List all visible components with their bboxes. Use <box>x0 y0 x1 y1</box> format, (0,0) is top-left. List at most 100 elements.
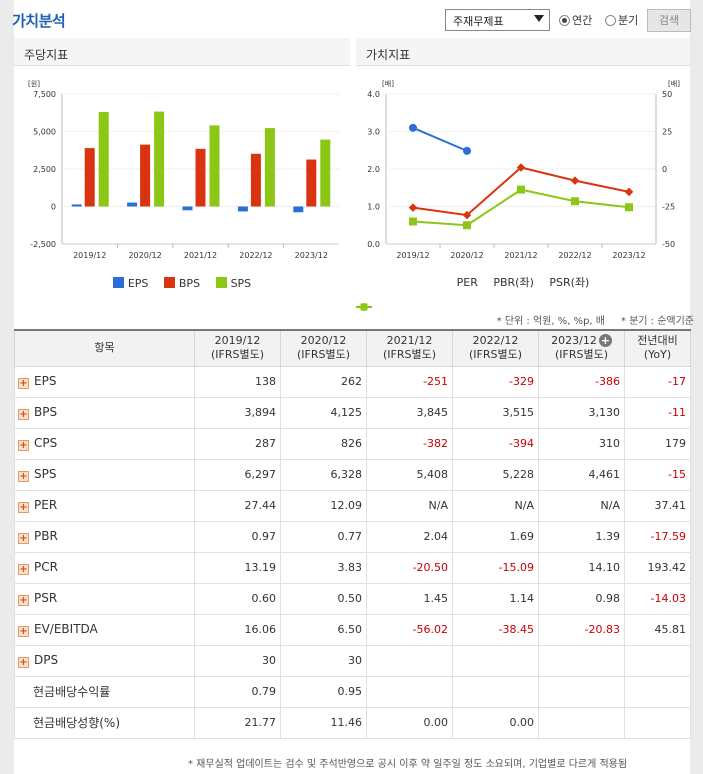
row-label-cell[interactable]: + BPS <box>14 396 195 429</box>
row-label-cell[interactable]: + CPS <box>14 427 195 460</box>
y-axis-unit-left: [배] <box>382 79 394 88</box>
expand-row-icon[interactable]: + <box>18 595 29 606</box>
y-tick-label-right: 25 <box>662 128 672 137</box>
expand-row-icon[interactable]: + <box>18 502 29 513</box>
table-cell: 27.44 <box>194 489 281 522</box>
legend-swatch-bps <box>163 277 175 288</box>
row-label: 현금배당수익률 <box>33 685 111 699</box>
bar-eps <box>293 206 304 213</box>
bar-sps <box>320 139 331 207</box>
header-bar: 가치분석 주재무제표 연간 분기 검색 <box>12 8 691 34</box>
y-tick-label-left: 0.0 <box>367 240 380 249</box>
table-cell: 6.50 <box>280 613 367 646</box>
table-cell: 0.77 <box>280 520 367 553</box>
table-cell: 138 <box>194 365 281 398</box>
table-cell <box>624 675 691 708</box>
table-cell: 14.10 <box>538 551 625 584</box>
table-cell: -20.50 <box>366 551 453 584</box>
expand-row-icon[interactable]: + <box>18 409 29 420</box>
col-year: 2021/12 <box>386 334 433 348</box>
col-year: 2019/12 <box>214 334 261 348</box>
legend-eps[interactable]: EPS <box>112 277 148 290</box>
expand-columns-icon[interactable]: + <box>598 334 612 348</box>
row-label-cell[interactable]: + SPS <box>14 458 195 491</box>
row-label-cell[interactable]: + EV/EBITDA <box>14 613 195 646</box>
x-tick-label: 2020/12 <box>128 251 161 260</box>
y-tick-label: 0 <box>51 203 56 212</box>
table-cell: 0.79 <box>194 675 281 708</box>
row-label-cell[interactable]: + PBR <box>14 520 195 553</box>
table-cell: -17.59 <box>624 520 691 553</box>
point-psr <box>625 203 633 212</box>
row-label: PBR <box>34 529 58 543</box>
per-share-panel-title: 주당지표 <box>14 38 350 66</box>
col-header-2021: 2021/12 (IFRS별도) <box>366 329 453 367</box>
legend-bps[interactable]: BPS <box>163 277 200 290</box>
table-cell: 179 <box>624 427 691 460</box>
x-tick-label: 2023/12 <box>295 251 328 260</box>
table-cell <box>366 644 453 677</box>
statement-select[interactable]: 주재무제표 <box>445 9 550 31</box>
radio-quarter[interactable]: 분기 <box>605 12 638 28</box>
row-label-cell[interactable]: + PCR <box>14 551 195 584</box>
per-share-bar-chart: [원] 7,500 5,000 2,500 0 -2,500 2019/12 2020/12 2… <box>28 79 339 260</box>
expand-row-icon[interactable]: + <box>18 378 29 389</box>
expand-row-icon[interactable]: + <box>18 564 29 575</box>
row-label-cell[interactable]: + DPS <box>14 644 195 677</box>
table-cell: 0.00 <box>366 706 453 739</box>
bar-eps <box>71 204 82 207</box>
legend-sps[interactable]: SPS <box>215 277 251 290</box>
row-label: DPS <box>34 653 59 667</box>
row-label-cell[interactable]: + PSR <box>14 582 195 615</box>
radio-checked-icon <box>559 15 570 26</box>
col-basis: (IFRS별도) <box>382 348 437 362</box>
y-tick-label: -2,500 <box>30 240 56 249</box>
row-label-cell[interactable]: + PER <box>14 489 195 522</box>
y-tick-label-right: 50 <box>662 90 672 99</box>
col-basis: (IFRS별도) <box>210 348 265 362</box>
radio-annual[interactable]: 연간 <box>559 12 592 28</box>
expand-row-icon[interactable]: + <box>18 533 29 544</box>
table-cell: -11 <box>624 396 691 429</box>
legend-pbr[interactable]: PBR(좌) <box>356 276 537 312</box>
y-axis-unit: [원] <box>28 79 40 88</box>
table-cell: 3,894 <box>194 396 281 429</box>
table-row: + EV/EBITDA 16.06 6.50 -56.02 -38.45 -20.83 45.… <box>14 613 691 646</box>
expand-row-icon[interactable]: + <box>18 471 29 482</box>
table-cell <box>624 644 691 677</box>
point-pbr <box>624 187 634 197</box>
table-row: + BPS 3,894 4,125 3,845 3,515 3,130 -11 <box>14 396 691 429</box>
radio-annual-label: 연간 <box>572 14 593 27</box>
row-label-cell[interactable]: + EPS <box>14 365 195 398</box>
x-tick-label: 2021/12 <box>184 251 217 260</box>
table-cell: 0.60 <box>194 582 281 615</box>
table-cell: 13.19 <box>194 551 281 584</box>
table-cell <box>452 675 539 708</box>
bar-sps <box>154 111 165 207</box>
table-cell: -394 <box>452 427 539 460</box>
table-cell: 0.97 <box>194 520 281 553</box>
unit-note-text: * 단위 : 억원, %, %p, 배 <box>496 316 605 327</box>
table-cell: 45.81 <box>624 613 691 646</box>
table-cell: -14.03 <box>624 582 691 615</box>
expand-row-icon[interactable]: + <box>18 626 29 637</box>
search-button[interactable]: 검색 <box>647 9 691 32</box>
table-cell: 21.77 <box>194 706 281 739</box>
table-row: + PCR 13.19 3.83 -20.50 -15.09 14.10 193.42 <box>14 551 691 584</box>
table-cell: 16.06 <box>194 613 281 646</box>
table-cell: 287 <box>194 427 281 460</box>
col-header-yoy: 전년대비 (YoY) <box>624 329 691 367</box>
col-yoy-label: 전년대비 <box>637 334 678 348</box>
value-indicator-panel-title: 가치지표 <box>356 38 690 66</box>
legend-per-label: PER <box>456 276 478 289</box>
expand-row-icon[interactable]: + <box>18 440 29 451</box>
legend-per[interactable]: PER <box>356 276 482 311</box>
expand-row-icon[interactable]: + <box>18 657 29 668</box>
legend-psr[interactable]: PSR(좌) <box>356 276 589 311</box>
bar-bps <box>84 148 95 207</box>
table-cell: 1.69 <box>452 520 539 553</box>
y-tick-label-left: 1.0 <box>367 203 380 212</box>
y-tick-label: 2,500 <box>33 165 56 174</box>
row-label: EPS <box>34 374 57 388</box>
table-cell: 3,515 <box>452 396 539 429</box>
